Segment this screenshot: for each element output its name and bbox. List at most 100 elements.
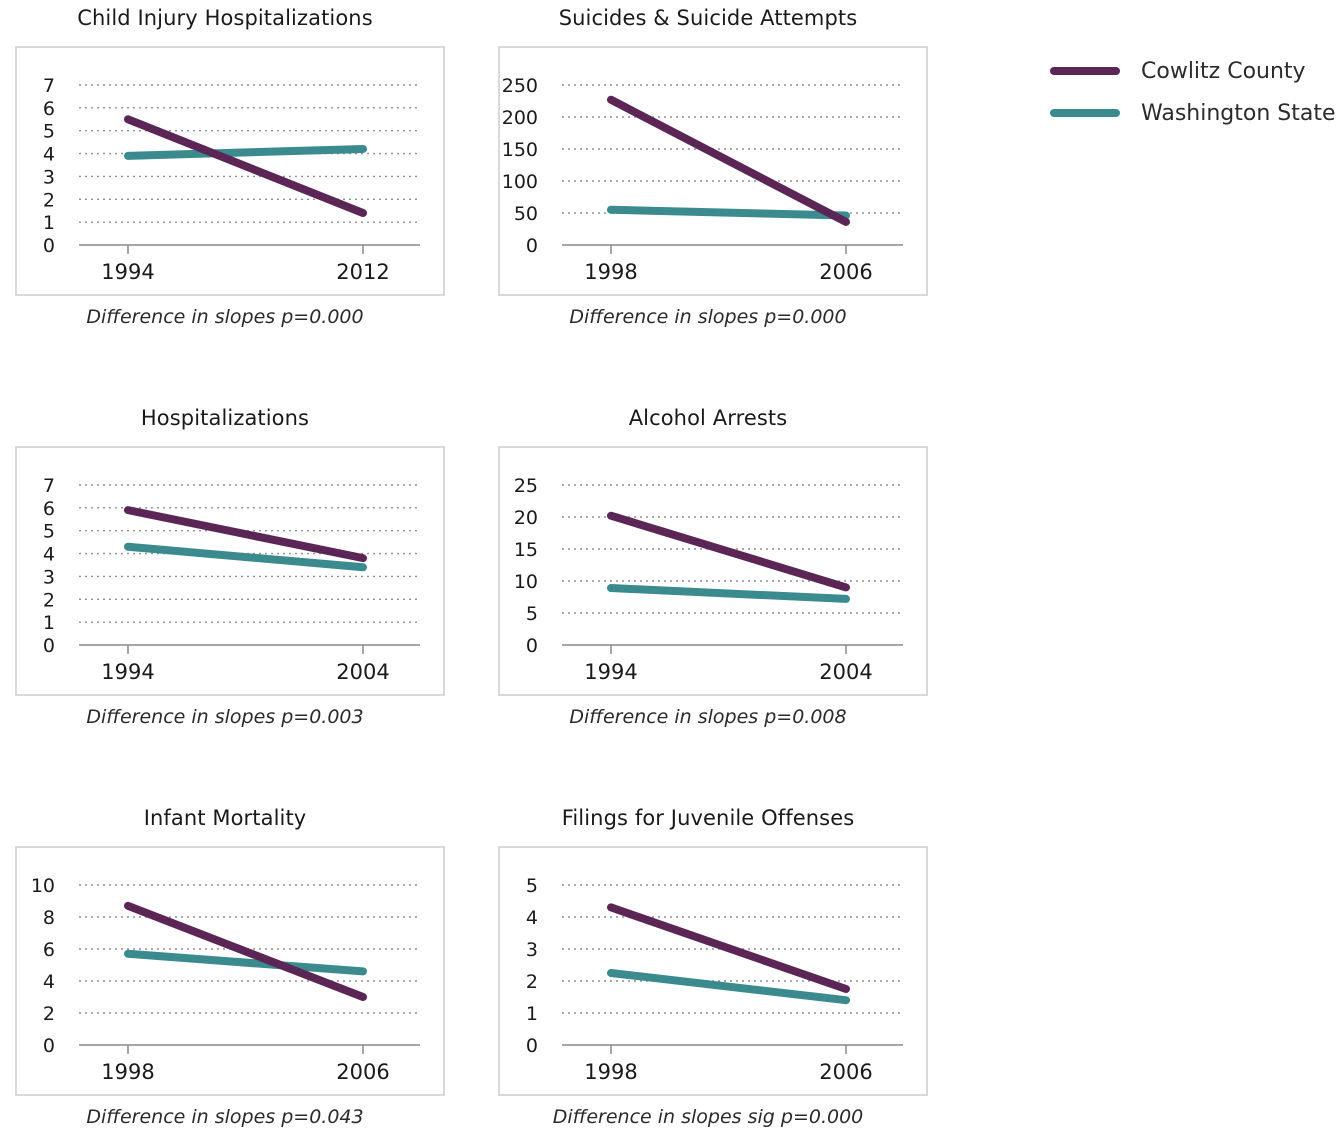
chart-caption: Difference in slopes p=0.043: [86, 1106, 364, 1128]
y-tick-label: 4: [43, 544, 55, 566]
x-tick-label: 1994: [584, 660, 637, 684]
y-tick-label: 6: [43, 98, 55, 120]
y-tick-label: 7: [43, 75, 55, 97]
x-tick-label: 2004: [819, 660, 872, 684]
y-tick-label: 1: [526, 1003, 538, 1025]
x-tick-label: 1994: [101, 660, 154, 684]
y-tick-label: 2: [43, 589, 55, 611]
y-tick-label: 4: [43, 144, 55, 166]
y-tick-label: 200: [502, 107, 538, 129]
chart-title: Filings for Juvenile Offenses: [561, 806, 855, 830]
legend-swatch-washington-state: [1050, 109, 1120, 117]
chart-svg: 0 50 100 150 200 250 1998 2006: [502, 75, 903, 284]
chart-title: Hospitalizations: [140, 406, 310, 430]
y-tick-label: 1: [43, 612, 55, 634]
chart-frame: 0 50 100 150 200 250 1998 2006: [498, 46, 928, 296]
undefined: [607, 95, 850, 226]
undefined: [607, 903, 850, 993]
y-tick-label: 3: [43, 166, 55, 188]
y-tick-label: 100: [502, 171, 538, 193]
y-tick-label: 5: [43, 521, 55, 543]
chart-caption: Difference in slopes sig p=0.000: [552, 1106, 864, 1128]
undefined: [124, 506, 367, 563]
legend: Cowlitz County Washington State: [1050, 50, 1340, 134]
chart-panel-hospitalizations: Hospitalizations 0 1 2 3 4 5 6 7 1994 2004 Differ…: [8, 400, 492, 745]
legend-label: Cowlitz County: [1141, 58, 1306, 84]
undefined: [607, 205, 850, 220]
legend-swatch-cowlitz-county: [1050, 67, 1120, 75]
y-tick-label: 10: [514, 571, 538, 593]
undefined: [124, 949, 367, 976]
x-tick-label: 2012: [336, 260, 389, 284]
y-tick-label: 20: [514, 507, 538, 529]
chart-panel-alcohol-arrests: Alcohol Arrests 0 5 10 15 20 25 1994 2004 Diffe…: [491, 400, 975, 745]
chart-title: Child Injury Hospitalizations: [77, 6, 373, 30]
y-tick-label: 6: [43, 498, 55, 520]
chart-panel-infant-mortality: Infant Mortality 0 2 4 6 8 10 1998 2006 Differe…: [8, 800, 492, 1145]
y-tick-label: 2: [43, 189, 55, 211]
undefined: [607, 584, 850, 603]
chart-caption: Difference in slopes p=0.003: [86, 706, 364, 728]
y-tick-label: 25: [514, 475, 538, 497]
chart-svg: 0 1 2 3 4 5 1998 2006: [526, 875, 903, 1084]
y-tick-label: 0: [43, 635, 55, 657]
y-tick-label: 8: [43, 907, 55, 929]
x-tick-label: 2004: [336, 660, 389, 684]
chart-panel-suicides: Suicides & Suicide Attempts 0 50 100 150 200…: [491, 0, 975, 345]
x-tick-label: 1994: [101, 260, 154, 284]
chart-frame: 0 1 2 3 4 5 6 7 1994 2012: [15, 46, 445, 296]
undefined: [124, 115, 367, 217]
y-tick-label: 0: [43, 235, 55, 257]
legend-item-washington-state: Washington State: [1050, 92, 1340, 134]
x-tick-label: 1998: [584, 260, 637, 284]
undefined: [124, 145, 367, 160]
chart-caption: Difference in slopes p=0.000: [569, 306, 847, 328]
y-tick-label: 6: [43, 939, 55, 961]
legend-label: Washington State: [1141, 100, 1336, 126]
chart-frame: 0 2 4 6 8 10 1998 2006: [15, 846, 445, 1096]
y-tick-label: 5: [526, 875, 538, 897]
y-tick-label: 0: [526, 235, 538, 257]
x-tick-label: 2006: [819, 260, 872, 284]
x-tick-label: 1998: [584, 1060, 637, 1084]
chart-panel-juvenile-offenses: Filings for Juvenile Offenses 0 1 2 3 4 5 1998…: [491, 800, 975, 1145]
y-tick-label: 1: [43, 212, 55, 234]
undefined: [124, 542, 367, 572]
x-tick-label: 1998: [101, 1060, 154, 1084]
chart-caption: Difference in slopes p=0.008: [569, 706, 847, 728]
y-tick-label: 15: [514, 539, 538, 561]
chart-frame: 0 5 10 15 20 25 1994 2004: [498, 446, 928, 696]
chart-title: Suicides & Suicide Attempts: [558, 6, 858, 30]
chart-svg: 0 5 10 15 20 25 1994 2004: [514, 475, 903, 684]
y-tick-label: 5: [526, 603, 538, 625]
y-tick-label: 0: [43, 1035, 55, 1057]
x-tick-label: 2006: [336, 1060, 389, 1084]
chart-caption: Difference in slopes p=0.000: [86, 306, 364, 328]
y-tick-label: 7: [43, 475, 55, 497]
y-tick-label: 5: [43, 121, 55, 143]
y-tick-label: 4: [526, 907, 538, 929]
y-tick-label: 3: [43, 566, 55, 588]
undefined: [607, 969, 850, 1005]
legend-item-cowlitz-county: Cowlitz County: [1050, 50, 1340, 92]
y-tick-label: 50: [514, 203, 538, 225]
y-tick-label: 250: [502, 75, 538, 97]
y-tick-label: 0: [526, 1035, 538, 1057]
undefined: [124, 901, 367, 1001]
y-tick-label: 2: [43, 1003, 55, 1025]
y-tick-label: 150: [502, 139, 538, 161]
y-tick-label: 2: [526, 971, 538, 993]
y-tick-label: 10: [31, 875, 55, 897]
chart-svg: 0 2 4 6 8 10 1998 2006: [31, 875, 420, 1084]
undefined: [607, 511, 850, 592]
x-tick-label: 2006: [819, 1060, 872, 1084]
chart-title: Alcohol Arrests: [628, 406, 788, 430]
chart-frame: 0 1 2 3 4 5 6 7 1994 2004: [15, 446, 445, 696]
chart-panel-child-injury: Child Injury Hospitalizations 0 1 2 3 4 5 6 7 19…: [8, 0, 492, 345]
chart-frame: 0 1 2 3 4 5 1998 2006: [498, 846, 928, 1096]
y-tick-label: 3: [526, 939, 538, 961]
y-tick-label: 4: [43, 971, 55, 993]
chart-title: Infant Mortality: [143, 806, 307, 830]
